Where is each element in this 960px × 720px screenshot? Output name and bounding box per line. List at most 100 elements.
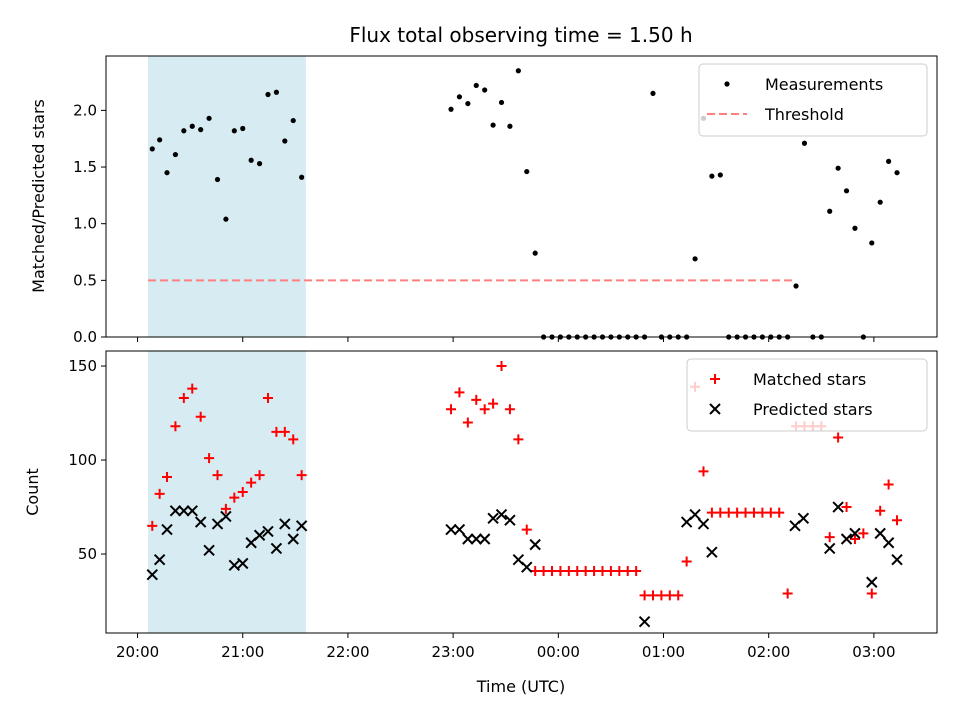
data-point [894,170,900,176]
data-point [715,507,726,518]
data-point [189,123,195,129]
series-matched-stars [147,361,903,601]
data-point [295,520,308,532]
data-point [223,216,229,222]
data-point [462,533,474,545]
data-point [504,404,515,415]
data-point [538,565,549,576]
data-point [740,507,751,518]
y-tick-label: 1.5 [73,158,97,176]
y-tick-label: 100 [68,451,97,469]
data-point [147,520,158,531]
data-point [478,533,491,545]
data-point [214,176,221,183]
data-point [832,501,844,513]
data-point [827,208,833,214]
data-point [170,421,181,432]
data-point [524,168,530,175]
data-point [253,529,266,541]
legend-marker [724,81,730,87]
data-point [521,524,532,535]
data-point [706,546,718,558]
data-point [638,616,651,628]
data-point [482,87,488,93]
data-point [470,533,482,545]
data-point [186,505,198,517]
data-point [496,361,507,372]
data-point [212,470,223,481]
data-point [288,434,299,445]
data-point [198,127,204,133]
data-point [563,565,574,576]
y-tick-label: 0.0 [73,328,97,346]
data-point [614,565,625,576]
data-point [605,565,616,576]
data-point [843,188,850,194]
x-axis-label: Time (UTC) [476,677,565,696]
data-point [287,533,299,545]
data-point [692,256,698,262]
data-point [717,172,723,178]
data-point [203,544,215,556]
data-point [228,559,241,572]
data-point [639,590,650,601]
data-point [782,588,793,599]
data-point [875,505,886,516]
data-point [706,507,717,518]
chart-title: Flux total observing time = 1.50 h [349,23,692,47]
data-point [256,161,263,167]
data-point [840,533,853,545]
data-point [580,565,591,576]
data-point [793,283,799,289]
data-point [748,507,759,518]
data-point [883,479,894,490]
data-point [673,590,684,601]
data-point [488,398,499,409]
data-point [187,383,198,394]
data-point [487,512,499,525]
data-point [886,158,892,164]
data-point [689,508,701,521]
data-point [161,523,173,536]
y-tick-label: 150 [68,357,97,375]
data-point [169,505,182,517]
y-tick-label: 1.0 [73,215,97,233]
data-point [869,240,875,246]
axes-frame [105,55,938,338]
data-point [622,565,633,576]
data-point [532,250,538,256]
data-point [204,453,215,464]
data-point [279,426,290,437]
legend-label: Matched stars [753,370,866,389]
data-point [273,89,280,95]
data-point [866,576,878,588]
data-point [849,527,861,540]
data-point [195,411,206,422]
data-point [801,140,808,146]
data-point [732,507,743,518]
data-point [445,523,457,536]
data-point [882,537,895,549]
data-point [504,514,516,526]
x-tick-label: 03:00 [852,643,895,661]
x-tick-label: 22:00 [326,643,369,661]
data-point [656,590,667,601]
data-point [513,434,524,445]
data-point [456,94,463,100]
data-point [181,128,187,134]
data-point [237,557,249,570]
data-point [262,393,273,403]
data-point [757,507,768,518]
data-point [664,590,675,601]
data-point [296,470,307,481]
data-point [877,199,883,205]
shaded-observing-region [148,56,306,337]
data-point [723,507,734,518]
data-point [824,532,835,543]
data-point [248,157,254,163]
data-point [647,590,658,601]
series-predicted-stars [146,501,903,628]
legend-box [686,358,928,432]
data-point [246,477,257,488]
y-axis-label-ratio: Matched/Predicted stars [29,99,48,293]
